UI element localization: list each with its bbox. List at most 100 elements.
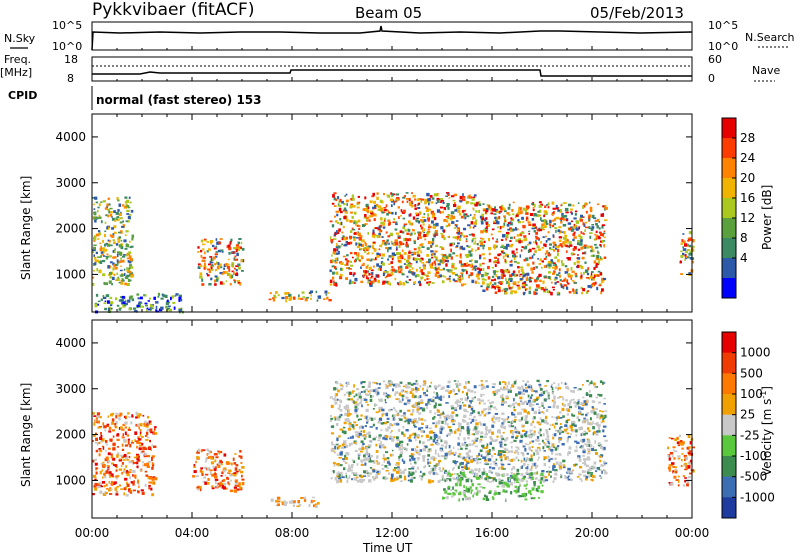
echo-cell [129,279,132,282]
echo-cell [236,280,240,283]
echo-cell [471,400,474,402]
echo-cell [555,453,558,456]
echo-cell [393,201,396,206]
echo-cell [457,205,461,209]
echo-cell [585,418,589,422]
echo-cell [466,262,469,265]
echo-cell [348,391,352,395]
echo-cell [481,217,485,221]
echo-cell [545,220,548,224]
echo-cell [592,249,595,253]
echo-cell [556,405,560,409]
echo-cell [367,384,371,388]
echo-cell [391,257,394,261]
echo-cell [155,301,159,304]
echo-cell [372,231,375,235]
echo-cell [536,446,541,449]
echo-cell [531,203,534,205]
echo-cell [455,393,458,395]
echo-cell [108,203,111,206]
echo-cell [603,256,607,259]
echo-cell [144,294,147,297]
echo-cell [368,431,371,435]
echo-cell [142,446,146,450]
echo-cell [394,463,399,466]
echo-cell [423,213,426,216]
echo-cell [529,449,532,451]
echo-cell [144,447,148,450]
echo-cell [346,254,349,257]
echo-cell [538,228,543,231]
echo-cell [517,459,520,462]
echo-cell [369,389,373,392]
echo-cell [228,469,232,472]
echo-cell [337,203,340,206]
echo-cell [386,213,389,216]
echo-cell [543,214,546,218]
echo-cell [108,209,110,214]
echo-cell [372,408,375,410]
echo-cell [526,473,529,475]
echo-cell [457,479,460,481]
echo-cell [462,277,464,280]
echo-cell [582,222,585,226]
echo-cell [588,450,591,453]
echo-cell [586,380,589,383]
echo-cell [460,272,464,275]
echo-cell [521,216,524,220]
echo-cell [238,238,242,240]
echo-cell [356,479,360,483]
echo-cell [361,224,365,227]
echo-cell [230,264,234,267]
echo-cell [102,446,105,450]
echo-cell [336,271,339,275]
echo-cell [300,298,304,300]
echo-cell [133,456,137,459]
echo-cell [357,474,359,476]
echo-cell [501,402,504,405]
echo-cell [580,444,585,449]
echo-cell [100,220,103,224]
colorbar-segment [722,278,736,299]
echo-cell [563,466,566,469]
echo-cell [370,282,373,285]
echo-cell [234,467,238,471]
echo-cell [348,413,351,416]
echo-cell [101,445,105,448]
echo-cell [532,398,535,402]
echo-cell [540,392,543,395]
echo-cell [519,233,523,237]
echo-cell [487,276,491,280]
echo-cell [124,276,129,280]
echo-cell [507,381,510,385]
echo-cell [540,287,544,291]
echo-cell [102,463,106,468]
echo-cell [397,235,401,238]
echo-cell [372,381,374,384]
echo-cell [398,270,402,274]
echo-cell [151,444,154,447]
echo-cell [461,443,464,447]
echo-cell [129,476,132,480]
echo-cell [356,224,360,227]
noise-right-label: N.Search [745,31,795,44]
echo-cell [420,269,423,273]
echo-cell [354,401,358,405]
echo-cell [447,426,452,429]
echo-cell [596,430,598,433]
echo-cell [499,226,502,230]
echo-cell [374,392,378,394]
echo-cell [600,233,603,237]
echo-cell [109,261,113,264]
echo-cell [476,267,480,270]
echo-cell [373,200,376,204]
echo-cell [492,421,496,423]
echo-cell [111,276,115,280]
echo-cell [580,246,584,250]
echo-cell [118,414,122,417]
echo-cell [453,380,457,382]
colorbar-segment [722,158,736,179]
echo-cell [577,248,581,251]
echo-cell [680,273,683,275]
echo-cell [339,400,343,403]
